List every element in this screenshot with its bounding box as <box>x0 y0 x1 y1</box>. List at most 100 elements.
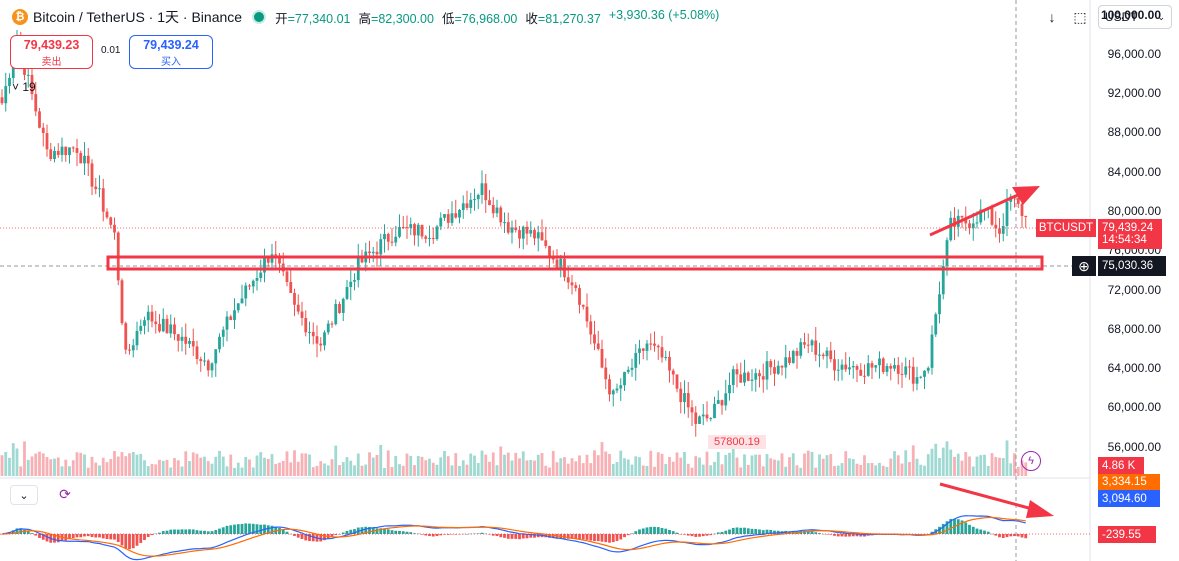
currency-select[interactable]: USDT ⌄ <box>1098 5 1172 29</box>
candle-body <box>120 280 124 324</box>
volume-bar <box>311 467 315 476</box>
candle-body <box>488 200 491 206</box>
candle-body <box>345 287 349 299</box>
candle-body <box>443 214 446 218</box>
candle-body <box>911 366 915 384</box>
volume-bar <box>668 457 671 476</box>
candle-body <box>720 400 724 406</box>
buy-button[interactable]: 79,439.24 买入 <box>129 35 213 69</box>
volume-bar <box>139 453 143 476</box>
candle-body <box>570 282 574 286</box>
histogram-bar <box>480 532 484 534</box>
candle-body <box>990 207 994 225</box>
histogram-bar <box>30 533 34 534</box>
pane-collapse-button[interactable]: ⌄ <box>10 485 38 505</box>
candle-body <box>859 369 863 376</box>
histogram-bar <box>570 534 574 539</box>
candle-body <box>146 311 150 321</box>
histogram-bar <box>368 526 371 534</box>
volume-bar <box>754 454 758 476</box>
candle-body <box>596 343 600 349</box>
histogram-bar <box>491 534 495 536</box>
histogram-bar <box>1009 534 1013 537</box>
candle-body <box>653 343 656 346</box>
volume-bar <box>394 456 398 476</box>
symbol-title[interactable]: Bitcoin / TetherUS · 1天 · Binance <box>33 9 243 25</box>
histogram-bar <box>611 534 615 543</box>
candle-body <box>405 227 409 229</box>
volume-bar <box>345 457 349 476</box>
volume-bar <box>488 461 491 476</box>
histogram-bar <box>855 534 859 537</box>
candle-body <box>885 366 889 372</box>
candle-body <box>941 266 945 295</box>
histogram-bar <box>945 521 949 534</box>
candle-body <box>439 217 443 227</box>
add-alert-icon[interactable]: ⊕ <box>1072 256 1096 276</box>
candle-body <box>641 348 645 351</box>
histogram-bar <box>626 534 630 536</box>
price-axis-tick: 68,000.00 <box>1107 321 1161 336</box>
histogram-bar <box>814 532 818 534</box>
volume-bar <box>401 465 405 476</box>
refresh-icon[interactable]: ⟳ <box>52 485 78 503</box>
volume-bar <box>518 458 521 476</box>
candle-body <box>454 213 458 218</box>
histogram-bar <box>431 534 435 537</box>
candle-body <box>398 226 401 237</box>
volume-bar <box>881 465 885 476</box>
volume-bar <box>596 455 600 476</box>
histogram-bar <box>424 534 428 536</box>
candle-body <box>311 331 315 337</box>
volume-bar <box>83 454 86 476</box>
sell-button[interactable]: 79,439.23 卖出 <box>10 35 93 69</box>
histogram-bar <box>26 531 30 534</box>
volume-bar <box>30 456 34 476</box>
histogram-bar <box>731 527 735 534</box>
candle-body <box>296 304 300 312</box>
histogram-bar <box>1020 534 1024 538</box>
lightning-icon[interactable]: ϟ <box>1021 451 1041 471</box>
histogram-bar <box>64 534 68 541</box>
histogram-bar <box>720 531 724 534</box>
symbol-price-tag: BTCUSDT <box>1036 219 1096 237</box>
volume-bar <box>803 453 806 476</box>
volume-bar <box>769 458 773 476</box>
candle-body <box>836 369 840 371</box>
candle-body <box>278 255 281 264</box>
volume-bar <box>953 456 956 476</box>
histogram-bar <box>623 534 626 538</box>
histogram-bar <box>150 534 154 536</box>
candle-body <box>548 245 551 257</box>
histogram-bar <box>184 529 188 534</box>
volume-bar <box>210 463 214 476</box>
volume-bar <box>908 462 911 476</box>
volume-bar <box>1020 460 1024 476</box>
volume-bar <box>716 452 720 476</box>
volume-bar <box>544 465 548 476</box>
volume-bar <box>956 453 960 476</box>
ohlc-value: +3,930.36 (+5.08%) <box>608 7 720 22</box>
histogram-bar <box>761 530 765 534</box>
histogram-bar <box>398 530 401 534</box>
histogram-bar <box>653 526 656 534</box>
last-price-value: 79,439.24 <box>1102 222 1154 234</box>
candle-body <box>383 233 386 240</box>
download-icon[interactable]: ↓ <box>1048 9 1056 25</box>
volume-bar <box>11 443 15 476</box>
fullscreen-icon[interactable]: ⬚ <box>1073 8 1087 25</box>
histogram-bar <box>986 531 990 534</box>
volume-bar <box>926 454 930 476</box>
volume-bar <box>533 460 536 476</box>
candle-body <box>866 363 870 376</box>
histogram-bar <box>98 534 101 538</box>
candle-body <box>401 226 405 228</box>
symbol-tag-label: BTCUSDT <box>1038 222 1094 234</box>
candle-body <box>795 351 799 356</box>
volume-bar <box>206 461 210 476</box>
histogram-bar <box>686 534 690 536</box>
volume-bar <box>735 457 739 476</box>
histogram-bar <box>311 534 315 542</box>
indicators-toggle[interactable]: ˅ 19 <box>12 80 36 94</box>
